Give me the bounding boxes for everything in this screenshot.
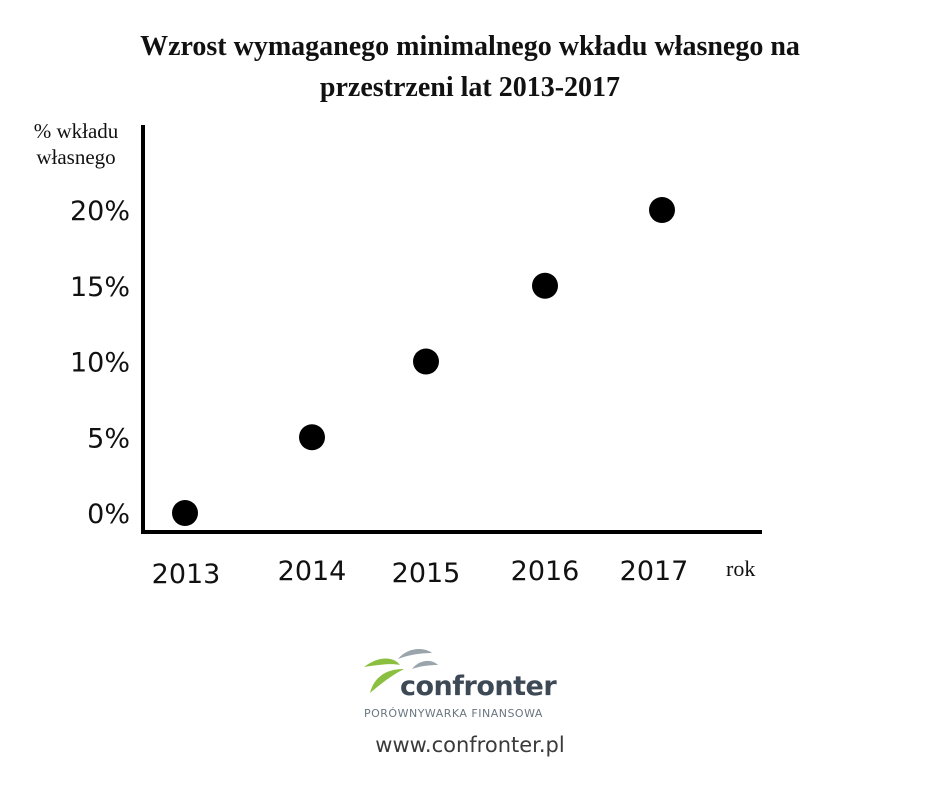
chart-title-line-1: Wzrost wymaganego minimalnego wkładu wła… xyxy=(140,31,800,62)
x-tick-label: 2017 xyxy=(620,556,689,587)
data-point xyxy=(299,424,325,451)
chart-title-line-2: przestrzeni lat 2013-2017 xyxy=(319,72,621,103)
data-point xyxy=(413,348,439,375)
logo-tagline: PORÓWNYWARKA FINANSOWA xyxy=(364,707,543,720)
data-point xyxy=(532,272,558,299)
y-tick-label: 15% xyxy=(70,272,130,303)
x-tick-label: 2013 xyxy=(152,559,221,590)
chart-title: Wzrost wymaganego minimalnego wkładu wła… xyxy=(40,26,900,108)
scatter-chart: 0% 5% 10% 15% 20% 2013 2014 2015 2016 2017 xyxy=(70,125,762,590)
x-tick-label: 2015 xyxy=(392,558,461,589)
y-tick-label: 20% xyxy=(70,196,130,227)
data-point xyxy=(172,500,198,526)
y-axis-label-line-2: własnego xyxy=(36,145,116,169)
confronter-logo: confronter PORÓWNYWARKA FINANSOWA xyxy=(350,645,610,725)
x-tick-label: 2014 xyxy=(278,556,347,587)
y-axis-label-line-1: % wkładu xyxy=(33,119,119,143)
y-axis-label: % wkładu własnego xyxy=(16,118,136,170)
y-tick-label: 10% xyxy=(70,348,130,379)
x-axis-label: rok xyxy=(726,556,756,581)
logo-mark-icon xyxy=(364,649,438,693)
website-url: www.confronter.pl xyxy=(375,733,565,757)
logo-wordmark: confronter xyxy=(400,671,557,702)
y-tick-label: 0% xyxy=(87,499,130,530)
data-point xyxy=(649,197,675,223)
y-tick-label: 5% xyxy=(87,423,130,454)
x-tick-label: 2016 xyxy=(511,556,580,587)
